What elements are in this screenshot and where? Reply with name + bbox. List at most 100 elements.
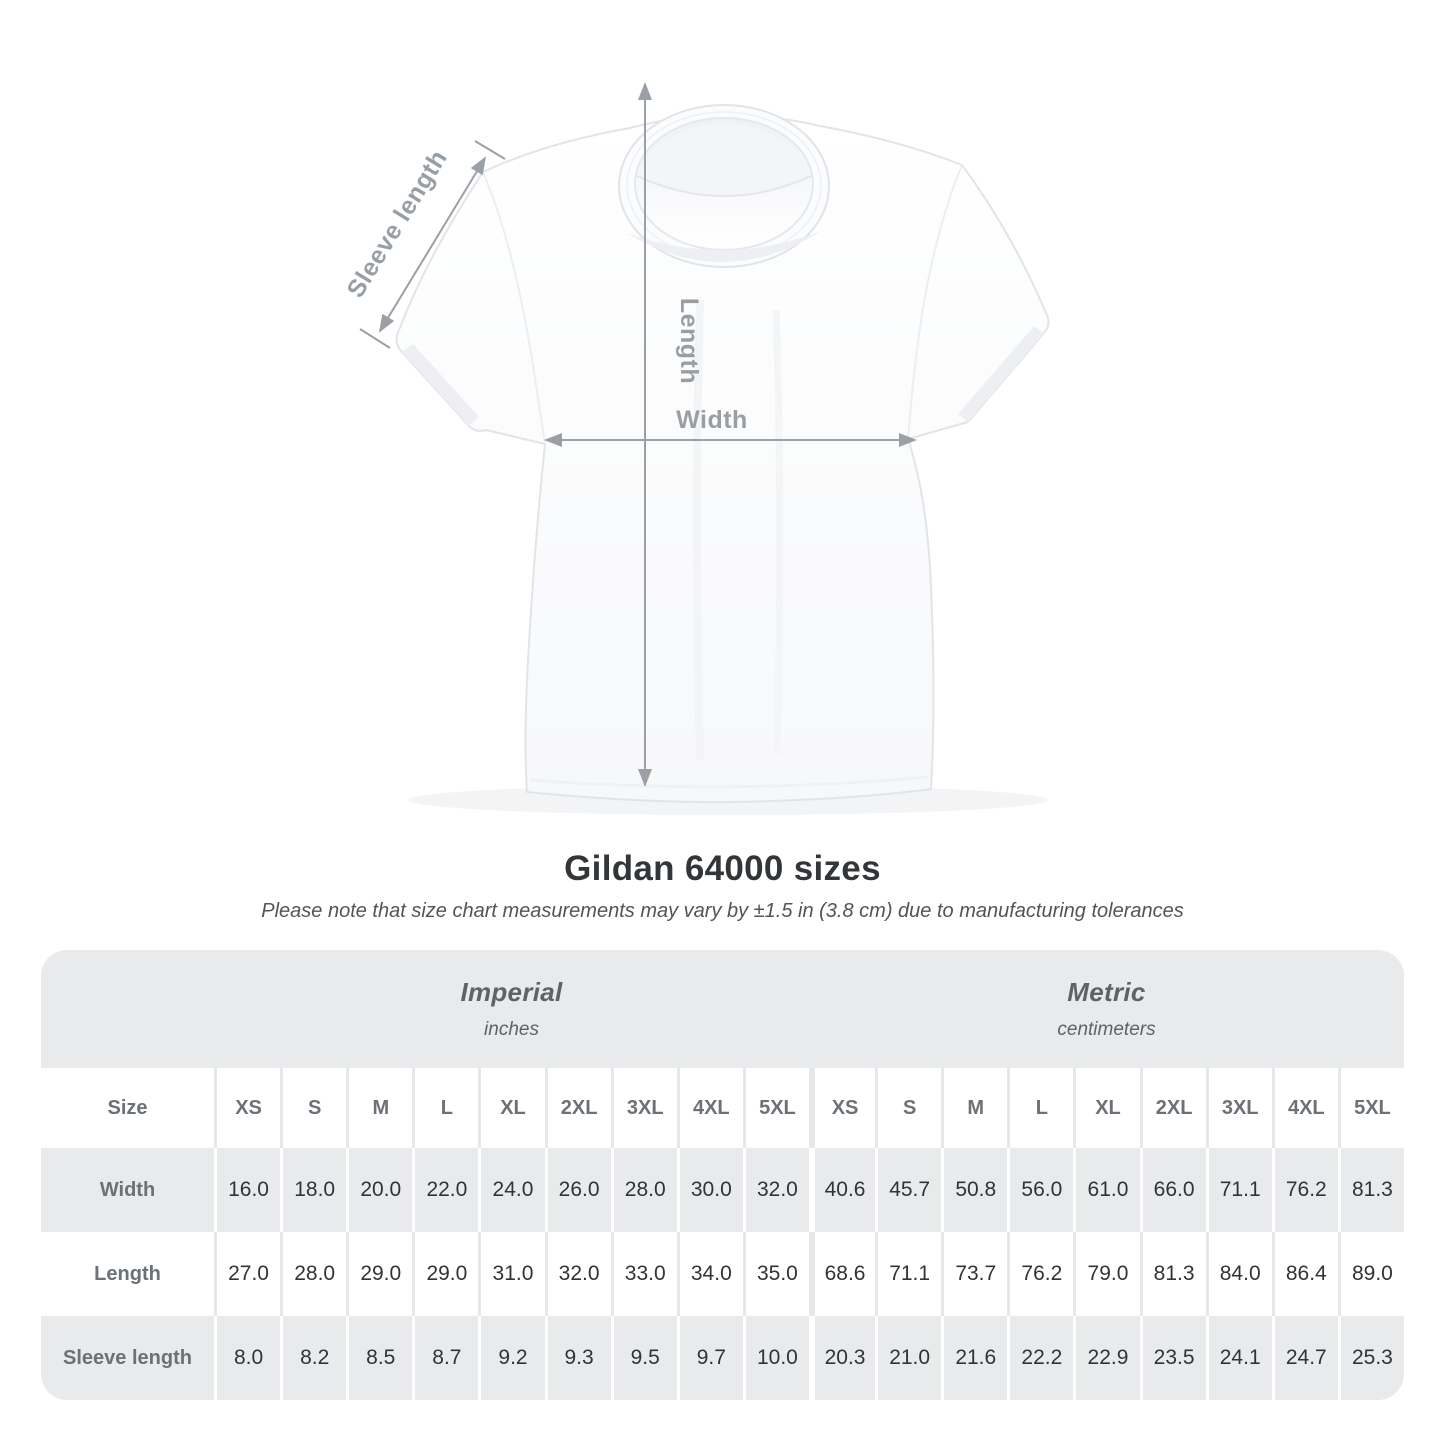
value-cell: 9.5	[610, 1316, 677, 1400]
value-cell: 68.6	[808, 1232, 876, 1316]
value-cell: 71.1	[875, 1232, 942, 1316]
value-cell: 24.0	[478, 1148, 545, 1232]
tshirt-graphic	[395, 114, 1050, 804]
value-cell: 84.0	[1205, 1232, 1272, 1316]
value-cell: 50.8	[941, 1148, 1008, 1232]
size-header-cell: L	[412, 1068, 479, 1148]
value-cell: 22.0	[412, 1148, 479, 1232]
row-label-length: Length	[41, 1232, 214, 1316]
size-header-cell: 2XL	[1139, 1068, 1206, 1148]
value-cell: 76.2	[1271, 1148, 1338, 1232]
unit-band-spacer	[41, 950, 214, 1068]
value-cell: 29.0	[346, 1232, 413, 1316]
value-cell: 79.0	[1073, 1232, 1140, 1316]
value-cell: 16.0	[214, 1148, 281, 1232]
width-label: Width	[676, 406, 748, 434]
value-cell: 26.0	[544, 1148, 611, 1232]
value-cell: 71.1	[1205, 1148, 1272, 1232]
imperial-unit: inches	[484, 1019, 539, 1040]
value-cell: 81.3	[1139, 1232, 1206, 1316]
value-cell: 27.0	[214, 1232, 281, 1316]
size-header-cell: 5XL	[742, 1068, 809, 1148]
value-cell: 20.3	[808, 1316, 876, 1400]
value-cell: 22.9	[1073, 1316, 1140, 1400]
value-cell: 32.0	[544, 1232, 611, 1316]
value-cell: 73.7	[941, 1232, 1008, 1316]
value-cell: 24.1	[1205, 1316, 1272, 1400]
row-label-sleeve-length: Sleeve length	[41, 1316, 214, 1400]
under-collar-shade	[627, 231, 821, 263]
size-chart-table: Imperial inches Metric centimeters Size …	[41, 950, 1404, 1400]
back-neck-edge	[636, 175, 812, 197]
value-cell: 28.0	[280, 1232, 347, 1316]
sleeve-tick-bottom	[359, 328, 391, 349]
value-cell: 8.2	[280, 1316, 347, 1400]
metric-unit: centimeters	[1057, 1019, 1156, 1040]
value-cell: 56.0	[1007, 1148, 1074, 1232]
value-cell: 33.0	[610, 1232, 677, 1316]
value-cell: 22.2	[1007, 1316, 1074, 1400]
fold-line	[693, 299, 704, 761]
length-label: Length	[675, 298, 703, 384]
sleeve-length-row: Sleeve length 8.0 8.2 8.5 8.7 9.2 9.3 9.…	[41, 1316, 1404, 1400]
value-cell: 31.0	[478, 1232, 545, 1316]
value-cell: 30.0	[676, 1148, 743, 1232]
back-neck	[637, 123, 811, 196]
width-row: Width 16.0 18.0 20.0 22.0 24.0 26.0 28.0…	[41, 1148, 1404, 1232]
size-header-cell: XL	[1073, 1068, 1140, 1148]
value-cell: 81.3	[1337, 1148, 1404, 1232]
value-cell: 9.3	[544, 1316, 611, 1400]
size-header-cell: L	[1007, 1068, 1074, 1148]
left-cuff-shade	[402, 344, 479, 426]
unit-band-row: Imperial inches Metric centimeters	[41, 950, 1404, 1068]
value-cell: 21.0	[875, 1316, 942, 1400]
size-header-row: Size XS S M L XL 2XL 3XL 4XL 5XL XS S M …	[41, 1068, 1404, 1148]
size-header-cell: 3XL	[610, 1068, 677, 1148]
imperial-label: Imperial	[460, 977, 563, 1007]
value-cell: 8.0	[214, 1316, 281, 1400]
value-cell: 86.4	[1271, 1232, 1338, 1316]
page-title: Gildan 64000 sizes	[564, 849, 881, 888]
size-header-cell: XL	[478, 1068, 545, 1148]
value-cell: 32.0	[742, 1148, 809, 1232]
right-cuff-shade	[958, 326, 1044, 422]
value-cell: 45.7	[875, 1148, 942, 1232]
value-cell: 89.0	[1337, 1232, 1404, 1316]
value-cell: 9.2	[478, 1316, 545, 1400]
value-cell: 35.0	[742, 1232, 809, 1316]
value-cell: 20.0	[346, 1148, 413, 1232]
size-header-cell: 4XL	[1271, 1068, 1338, 1148]
size-header-cell: XS	[808, 1068, 876, 1148]
value-cell: 21.6	[941, 1316, 1008, 1400]
size-header-cell: M	[941, 1068, 1008, 1148]
value-cell: 34.0	[676, 1232, 743, 1316]
value-cell: 8.5	[346, 1316, 413, 1400]
tshirt-measurement-diagram: Width Length Sleeve length	[341, 82, 1050, 815]
size-header-cell: S	[875, 1068, 942, 1148]
size-header-cell: 2XL	[544, 1068, 611, 1148]
value-cell: 8.7	[412, 1316, 479, 1400]
length-row: Length 27.0 28.0 29.0 29.0 31.0 32.0 33.…	[41, 1232, 1404, 1316]
value-cell: 23.5	[1139, 1316, 1206, 1400]
row-label-width: Width	[41, 1148, 214, 1232]
size-header-cell: 5XL	[1337, 1068, 1404, 1148]
value-cell: 40.6	[808, 1148, 876, 1232]
value-cell: 29.0	[412, 1232, 479, 1316]
size-header-cell: M	[346, 1068, 413, 1148]
value-cell: 76.2	[1007, 1232, 1074, 1316]
value-cell: 61.0	[1073, 1148, 1140, 1232]
sleeve-length-arrow	[378, 156, 487, 333]
left-sleeve-seam	[482, 171, 546, 445]
metric-label: Metric	[1067, 977, 1146, 1007]
hem-line	[529, 775, 929, 789]
value-cell: 9.7	[676, 1316, 743, 1400]
tolerance-note: Please note that size chart measurements…	[261, 900, 1184, 922]
size-chart: Imperial inches Metric centimeters Size …	[41, 950, 1404, 1400]
value-cell: 25.3	[1337, 1316, 1404, 1400]
right-sleeve-seam	[907, 164, 963, 440]
imperial-header: Imperial inches	[214, 950, 809, 1068]
value-cell: 24.7	[1271, 1316, 1338, 1400]
size-col-header: Size	[41, 1068, 214, 1148]
size-header-cell: 3XL	[1205, 1068, 1272, 1148]
size-header-cell: XS	[214, 1068, 281, 1148]
